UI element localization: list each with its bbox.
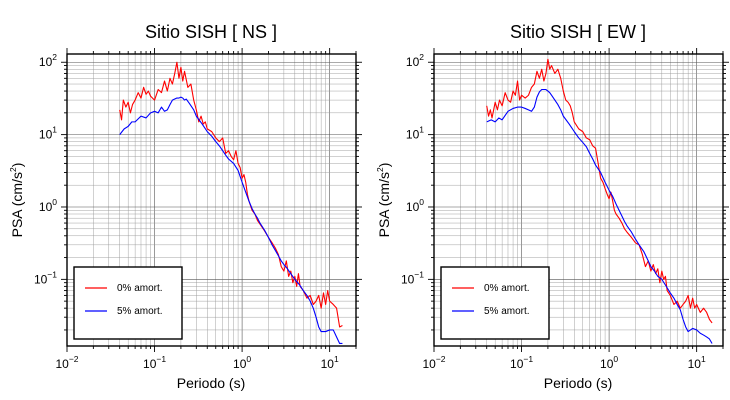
y-tick-label: 101 [406, 125, 424, 142]
y-tick-label: 102 [39, 52, 57, 69]
x-tick-label-exponent: 1 [334, 354, 339, 364]
x-tick-label-exponent: −1 [156, 354, 166, 364]
y-tick-label: 102 [406, 52, 424, 69]
x-tick-labels: 10−2 10−1 100 101 [55, 354, 338, 371]
y-tick-label: 10−1 [34, 269, 57, 286]
series-line-5pct-damping [119, 96, 343, 345]
y-axis-label-tail: ) [9, 163, 25, 168]
x-tick-label-exponent: −2 [69, 354, 79, 364]
legend-label-0pct: 0% amort. [484, 283, 530, 294]
legend-label-5pct: 5% amort. [117, 306, 163, 317]
y-tick-label-exponent: 2 [52, 52, 57, 62]
x-tick-label-base: 10 [233, 357, 247, 371]
y-tick-label-exponent: 0 [419, 197, 424, 207]
y-tick-label: 101 [39, 125, 57, 142]
x-tick-labels: 10−2 10−1 100 101 [422, 354, 705, 371]
y-tick-label-exponent: 1 [419, 125, 424, 135]
x-tick-label-base: 10 [422, 357, 436, 371]
y-tick-label: 100 [39, 197, 57, 214]
legend-label-0pct: 0% amort. [117, 283, 163, 294]
y-tick-label-base: 10 [39, 128, 53, 142]
y-tick-label-base: 10 [401, 272, 415, 286]
x-tick-label-exponent: 1 [701, 354, 706, 364]
y-tick-label-base: 10 [406, 200, 420, 214]
axis-ticks [428, 48, 729, 352]
y-axis-label-tail: ) [376, 163, 392, 168]
y-tick-label: 10−1 [401, 269, 424, 286]
y-axis-label-superscript: 2 [8, 167, 18, 172]
y-axis-label: PSA (cm/s2) [8, 163, 25, 238]
x-tick-label: 101 [688, 354, 706, 371]
x-tick-label-base: 10 [55, 357, 69, 371]
y-tick-label-base: 10 [39, 200, 53, 214]
chart-panel-ew: Sitio SISH [ EW ] 10−2 10−1 100 101 10−1100… [375, 22, 729, 391]
y-tick-label-exponent: −1 [47, 269, 57, 279]
series-line-5pct-damping [486, 88, 713, 344]
y-tick-label-exponent: 2 [419, 52, 424, 62]
x-tick-label-exponent: −2 [436, 354, 446, 364]
grid-lines [433, 54, 724, 346]
series-layer [486, 58, 713, 344]
legend-box [440, 266, 550, 340]
legend: 0% amort. 5% amort. [73, 266, 183, 340]
chart-title: Sitio SISH [ EW ] [510, 22, 646, 42]
x-tick-label-base: 10 [321, 357, 335, 371]
y-tick-label-exponent: −1 [414, 269, 424, 279]
plot-frame [66, 53, 357, 347]
y-axis-label: PSA (cm/s2) [375, 163, 392, 238]
x-tick-label-base: 10 [143, 357, 157, 371]
chart-panel-ns: Sitio SISH [ NS ] 10−2 10−1 100 101 10−1100… [8, 22, 362, 391]
y-tick-label-exponent: 1 [52, 125, 57, 135]
axis-ticks [61, 48, 362, 352]
legend: 0% amort. 5% amort. [440, 266, 550, 340]
x-tick-label: 100 [600, 354, 618, 371]
y-tick-label-base: 10 [406, 55, 420, 69]
y-axis-label-main: PSA (cm/s [9, 172, 25, 237]
x-tick-label-exponent: 0 [246, 354, 251, 364]
y-tick-label-base: 10 [39, 55, 53, 69]
plot-frame [433, 53, 724, 347]
x-tick-label-base: 10 [510, 357, 524, 371]
y-tick-label: 100 [406, 197, 424, 214]
series-layer [119, 61, 343, 345]
x-tick-label-base: 10 [600, 357, 614, 371]
x-tick-label: 10−2 [55, 354, 78, 371]
x-tick-label: 100 [233, 354, 251, 371]
x-tick-label-exponent: −1 [523, 354, 533, 364]
y-tick-label-exponent: 0 [52, 197, 57, 207]
y-axis-label-superscript: 2 [375, 167, 385, 172]
chart-title: Sitio SISH [ NS ] [145, 22, 277, 42]
x-tick-label: 10−2 [422, 354, 445, 371]
legend-label-5pct: 5% amort. [484, 306, 530, 317]
x-tick-label-exponent: 0 [613, 354, 618, 364]
y-tick-label-base: 10 [406, 128, 420, 142]
y-tick-label-base: 10 [34, 272, 48, 286]
legend-box [73, 266, 183, 340]
x-tick-label: 10−1 [510, 354, 533, 371]
x-tick-label: 101 [321, 354, 339, 371]
x-axis-label: Periodo (s) [177, 375, 245, 391]
x-tick-label-base: 10 [688, 357, 702, 371]
x-tick-label: 10−1 [143, 354, 166, 371]
x-axis-label: Periodo (s) [544, 375, 612, 391]
y-axis-label-main: PSA (cm/s [376, 172, 392, 237]
